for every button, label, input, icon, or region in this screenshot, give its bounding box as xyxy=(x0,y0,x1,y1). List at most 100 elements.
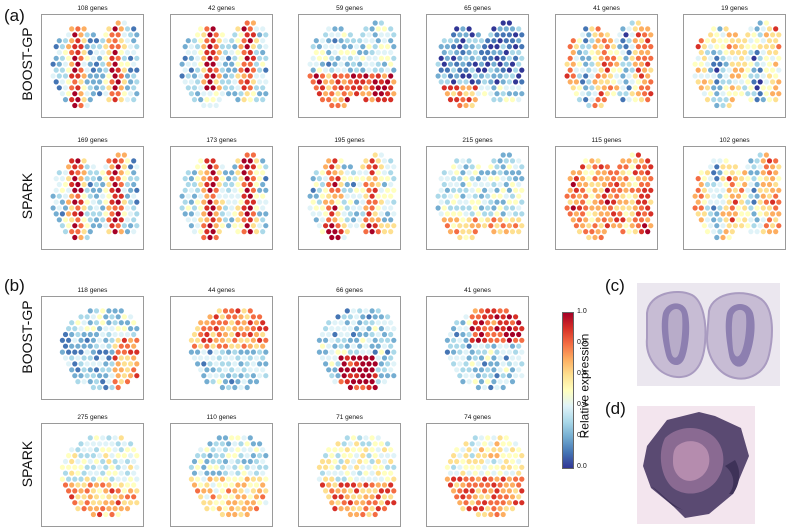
spot xyxy=(438,67,444,73)
spot xyxy=(444,223,450,229)
spot xyxy=(385,176,391,182)
spot xyxy=(244,44,250,50)
spot xyxy=(441,38,447,44)
spot xyxy=(488,361,494,367)
spot xyxy=(500,314,506,320)
spot xyxy=(506,79,512,85)
spot xyxy=(310,67,316,73)
spot xyxy=(447,49,454,56)
spot xyxy=(201,102,207,109)
spot xyxy=(210,26,216,32)
spot xyxy=(720,211,726,217)
spot xyxy=(592,199,598,205)
spot xyxy=(93,61,100,67)
spot xyxy=(760,158,766,164)
spot xyxy=(757,152,763,158)
spot xyxy=(69,26,75,32)
spot xyxy=(106,435,112,441)
spot xyxy=(773,217,779,223)
spot xyxy=(128,361,134,367)
spot xyxy=(201,337,207,343)
spot xyxy=(742,49,748,56)
spot xyxy=(341,488,347,494)
spot xyxy=(485,73,491,79)
spot xyxy=(460,494,466,500)
spot xyxy=(257,176,263,182)
spot xyxy=(354,349,360,355)
spot xyxy=(739,91,745,97)
spot xyxy=(506,500,512,506)
spot xyxy=(216,61,222,67)
spot xyxy=(188,349,194,355)
spot xyxy=(118,26,124,32)
spot xyxy=(629,32,635,38)
spot xyxy=(260,158,266,164)
spot xyxy=(454,205,460,211)
spot xyxy=(378,488,384,494)
spot xyxy=(87,343,93,349)
spot xyxy=(372,223,378,229)
spot xyxy=(347,349,353,355)
spot xyxy=(66,223,72,229)
spot xyxy=(201,211,207,217)
spot xyxy=(207,164,213,170)
spot xyxy=(185,85,191,91)
spot xyxy=(375,343,381,349)
spot xyxy=(229,49,235,56)
spot xyxy=(247,331,253,338)
spot xyxy=(482,211,488,217)
spot xyxy=(235,470,241,476)
spot xyxy=(357,308,363,314)
spot xyxy=(635,67,641,73)
spot xyxy=(708,211,714,217)
spot xyxy=(503,73,509,79)
spot xyxy=(366,44,372,50)
spot xyxy=(216,181,222,188)
spot xyxy=(253,379,260,385)
spot xyxy=(482,349,488,355)
spot xyxy=(90,79,96,85)
spot xyxy=(90,453,96,459)
spot xyxy=(216,379,222,385)
spot xyxy=(188,476,194,482)
spot xyxy=(360,511,366,518)
spot xyxy=(344,229,350,235)
spot xyxy=(78,476,84,482)
spot xyxy=(216,355,222,361)
spot xyxy=(247,38,253,44)
spot xyxy=(475,337,481,343)
spot xyxy=(338,61,344,67)
spot xyxy=(589,205,595,211)
spot xyxy=(109,32,115,38)
spot xyxy=(485,458,491,465)
spot xyxy=(100,181,106,188)
subplot-title: 195 genes xyxy=(334,137,365,144)
spot xyxy=(253,181,260,188)
spot xyxy=(478,331,485,338)
spot xyxy=(84,32,90,38)
spot xyxy=(698,181,704,188)
spot xyxy=(201,223,207,229)
spot xyxy=(766,49,773,56)
spot-scatter xyxy=(59,435,140,518)
spot xyxy=(485,435,491,441)
spot xyxy=(469,373,475,379)
spot xyxy=(263,500,269,506)
spot xyxy=(226,384,232,391)
spot xyxy=(642,67,648,73)
spot xyxy=(469,211,475,217)
spot xyxy=(93,38,100,44)
spot xyxy=(87,73,93,79)
spot xyxy=(372,152,378,158)
spot xyxy=(509,205,516,211)
spot xyxy=(363,49,369,56)
spot xyxy=(463,44,469,50)
spot xyxy=(463,476,469,482)
spot xyxy=(229,193,235,199)
spot xyxy=(106,308,112,314)
spot xyxy=(229,458,235,465)
spot xyxy=(201,55,207,61)
spot xyxy=(118,331,124,338)
spot xyxy=(638,73,645,79)
spot xyxy=(454,49,460,56)
